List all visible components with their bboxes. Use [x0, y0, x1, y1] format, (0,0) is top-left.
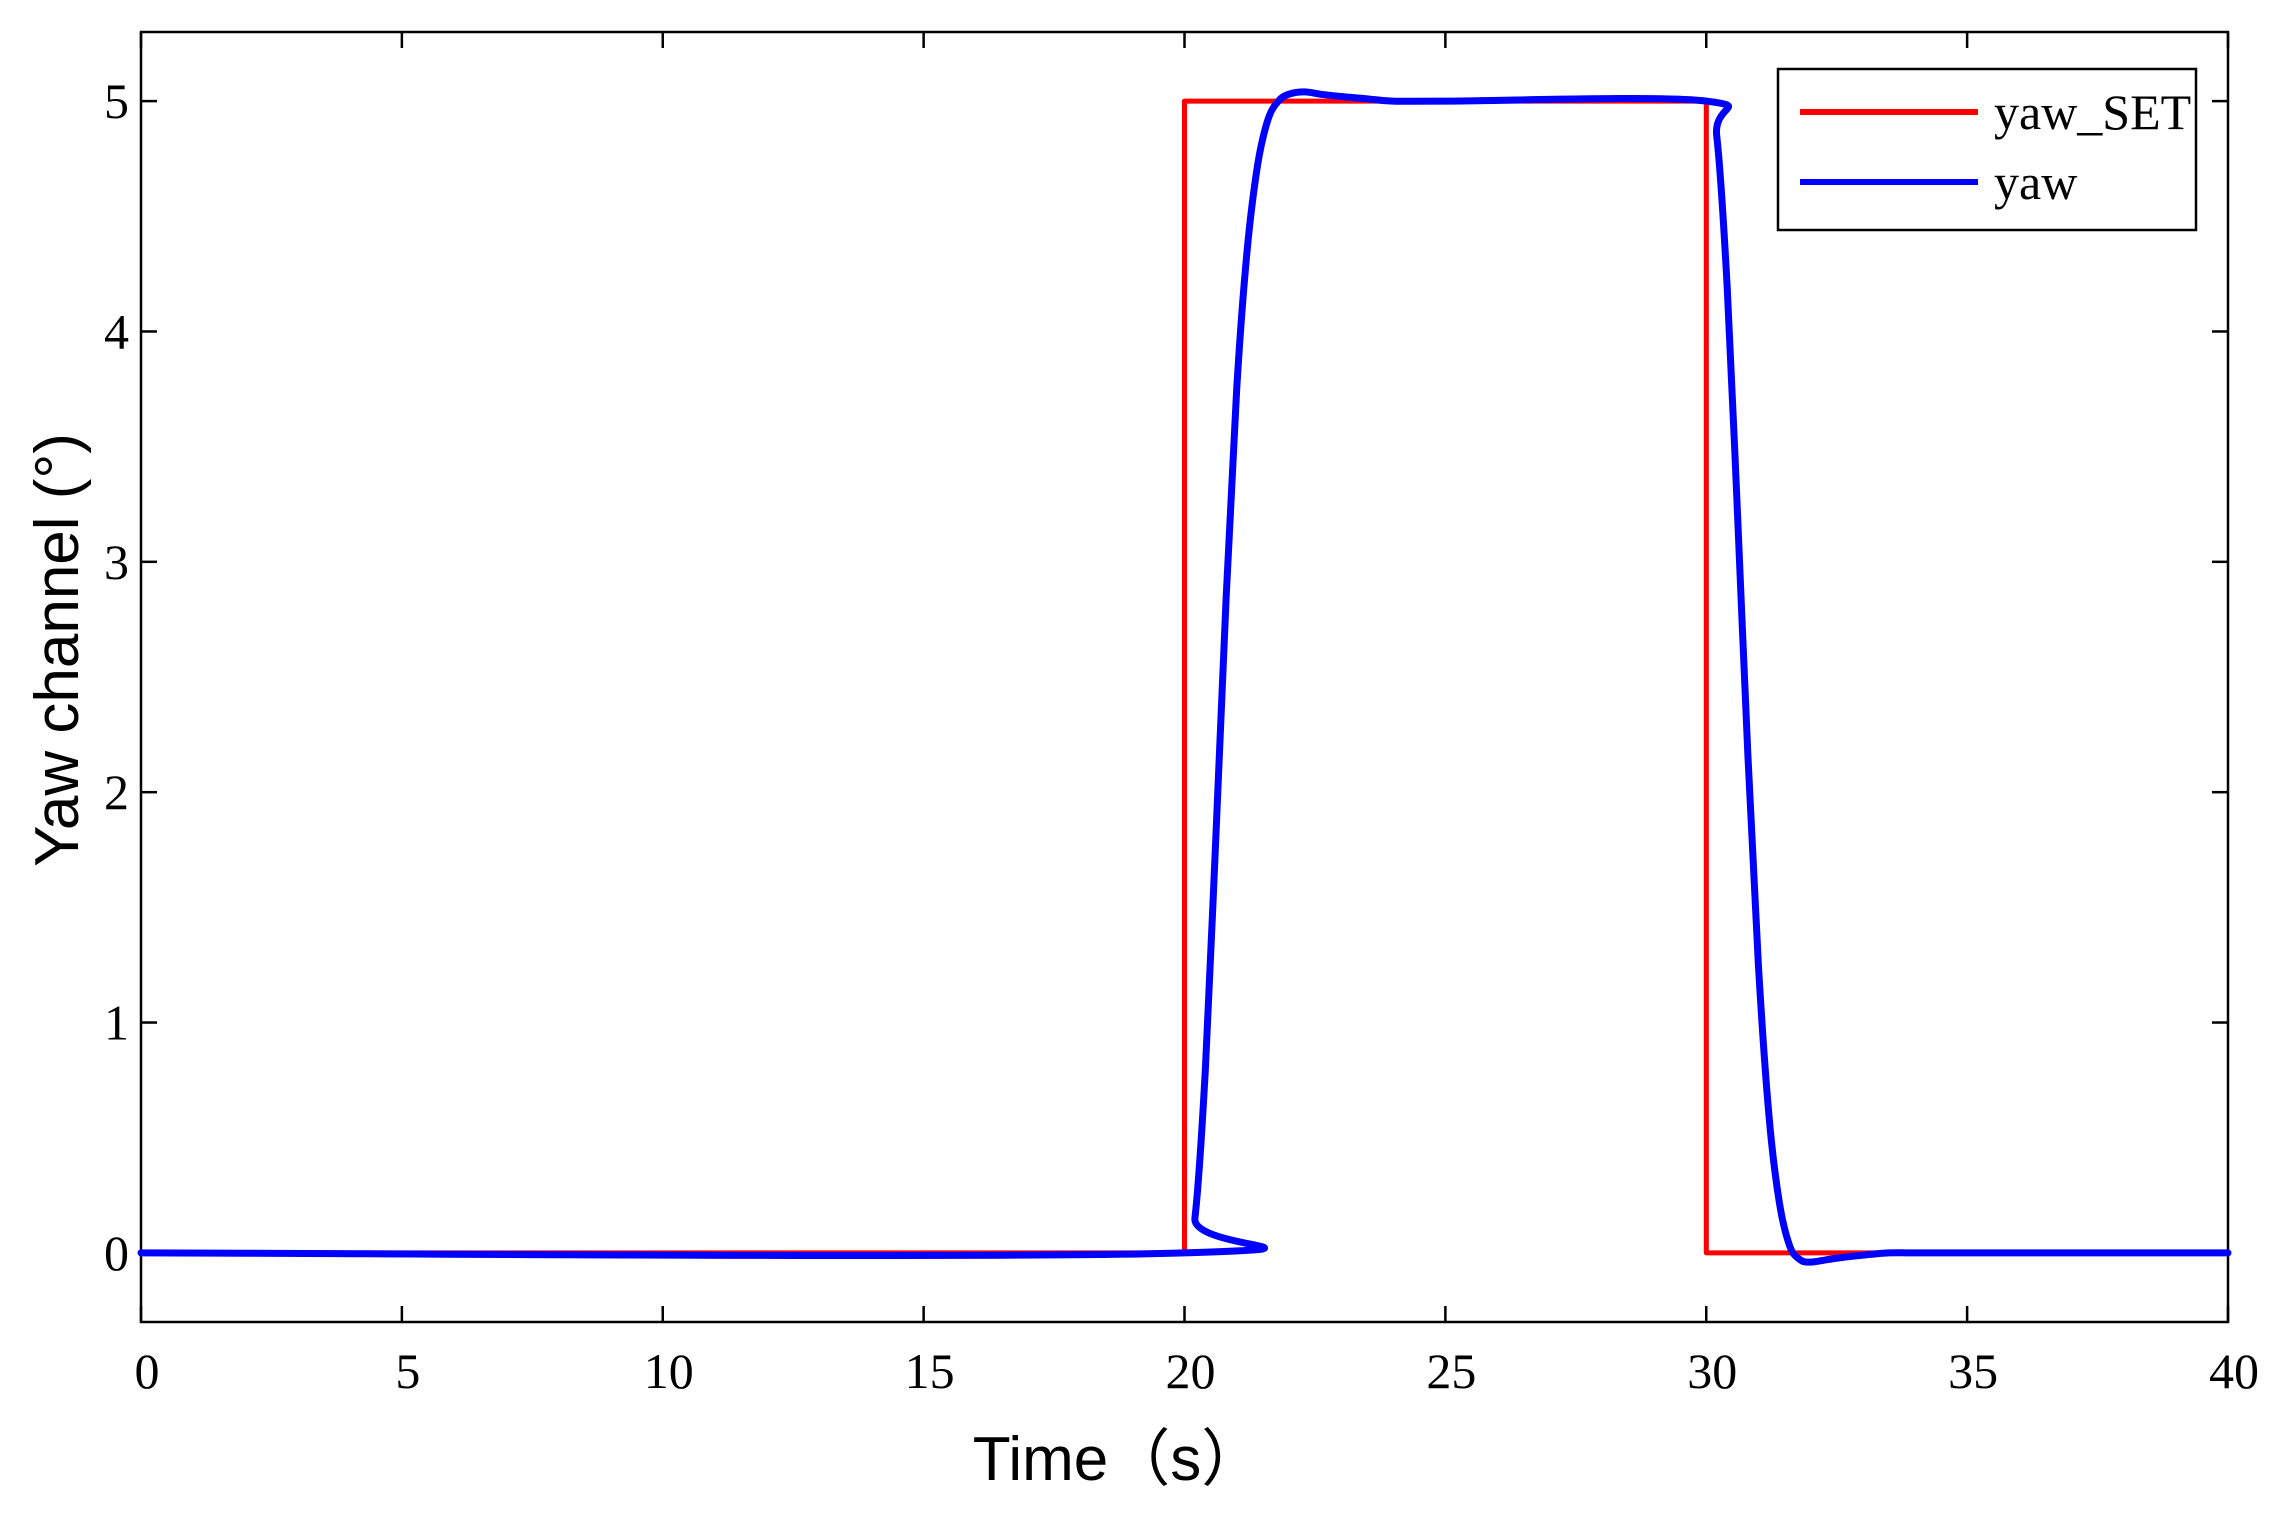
x-tick-label: 30 — [1687, 1343, 1737, 1399]
x-tick-label: 40 — [2209, 1343, 2259, 1399]
legend-box — [1776, 67, 2198, 232]
y-axis-title: Yaw channel (°) — [23, 433, 92, 867]
x-tick-label: 15 — [905, 1343, 955, 1399]
series-line-yaw — [137, 88, 2232, 1266]
legend-label-yaw-set: yaw_SET — [1994, 84, 2191, 140]
y-tick-label: 2 — [104, 764, 129, 820]
x-tick-label: 5 — [395, 1343, 420, 1399]
y-tick-label: 3 — [104, 534, 129, 590]
y-tick-label: 1 — [104, 995, 129, 1051]
x-tick-label: 20 — [1166, 1343, 1216, 1399]
legend-label-yaw: yaw — [1994, 154, 2077, 210]
x-tick-label: 25 — [1426, 1343, 1476, 1399]
x-tick-label: 10 — [644, 1343, 694, 1399]
series-layer — [137, 88, 2232, 1266]
y-axis-ticks: 0 1 2 3 4 5 — [104, 73, 2228, 1281]
y-tick-label: 5 — [104, 73, 129, 129]
x-axis-ticks: 0 5 10 15 20 25 30 35 40 — [135, 32, 2259, 1399]
y-tick-label: 4 — [104, 303, 129, 359]
x-tick-label: 0 — [135, 1343, 160, 1399]
y-tick-label: 0 — [104, 1225, 129, 1281]
series-line-yaw-set — [138, 98, 2231, 1256]
x-axis-title: Time（s） — [973, 1425, 1263, 1494]
x-tick-label: 35 — [1948, 1343, 1998, 1399]
